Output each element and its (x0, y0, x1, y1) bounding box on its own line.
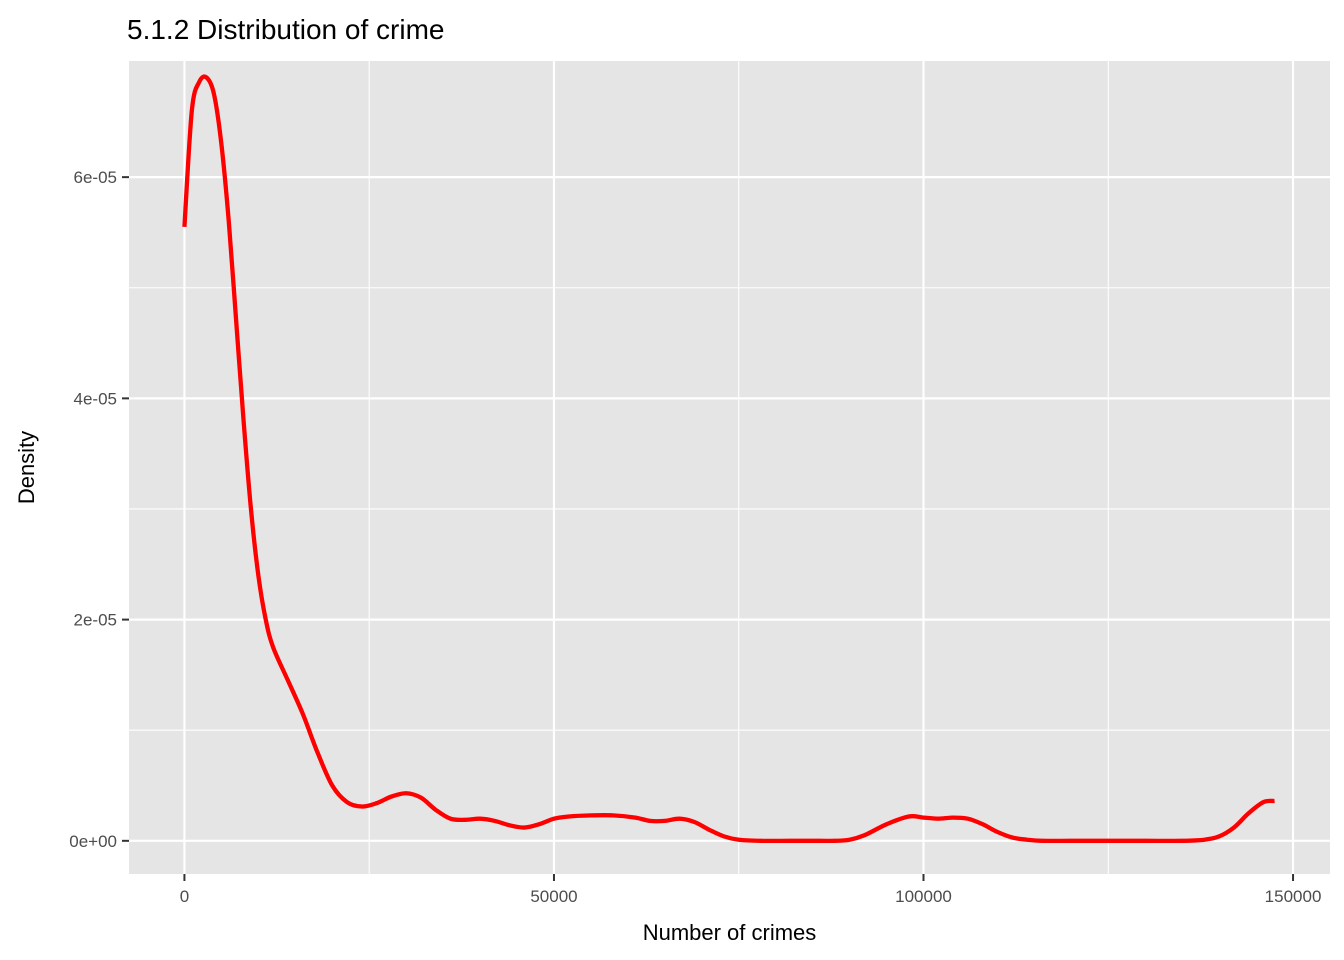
y-axis-title: Density (14, 431, 39, 504)
grid-major (129, 61, 1330, 874)
density-line (182, 74, 1275, 844)
x-axis: 0 50000 100000 150000 (180, 874, 1322, 906)
x-axis-title: Number of crimes (643, 920, 817, 945)
y-tick-label: 4e-05 (74, 389, 117, 408)
x-tick-label: 150000 (1265, 887, 1322, 906)
x-tick-label: 50000 (530, 887, 577, 906)
y-tick-label: 2e-05 (74, 611, 117, 630)
chart-title: 5.1.2 Distribution of crime (127, 14, 444, 45)
y-tick-label: 6e-05 (74, 168, 117, 187)
y-tick-label: 0e+00 (69, 832, 117, 851)
grid-minor (129, 61, 1330, 874)
x-tick-label: 100000 (895, 887, 952, 906)
plot-panel (129, 61, 1330, 874)
x-tick-label: 0 (180, 887, 189, 906)
data-layer (182, 74, 1275, 844)
y-axis: 0e+00 2e-05 4e-05 6e-05 (69, 168, 129, 851)
